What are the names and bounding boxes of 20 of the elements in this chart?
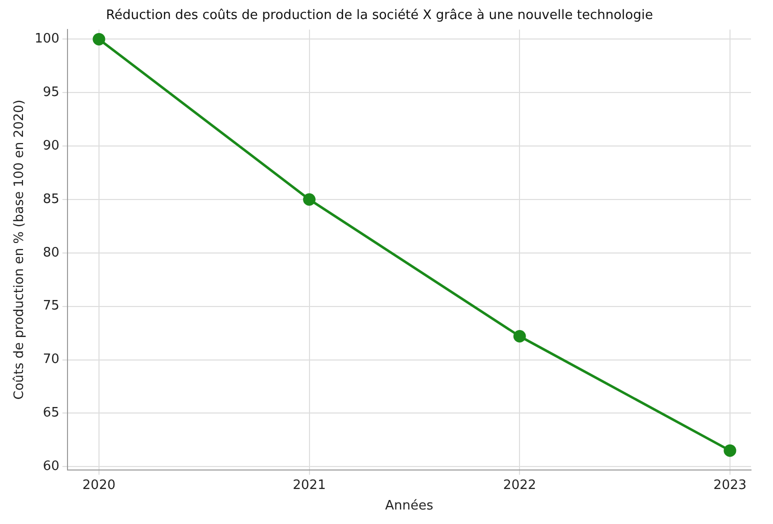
point xyxy=(724,444,736,457)
y-tick-label: 75 xyxy=(42,298,60,314)
x-axis-title: Années xyxy=(385,498,434,514)
y-tick-label: 90 xyxy=(42,138,60,154)
chart-title: Réduction des coûts de production de la société X grâce à une nouvelle technologie xyxy=(106,8,653,24)
x-tick-label: 2023 xyxy=(713,478,747,493)
x-tick-label: 2021 xyxy=(292,478,326,493)
point xyxy=(513,330,526,342)
point xyxy=(303,193,316,206)
y-tick-label: 85 xyxy=(42,192,60,207)
x-tick-label: 2022 xyxy=(503,478,536,493)
y-axis-title: Coûts de production en % (base 100 en 2020) xyxy=(12,100,28,400)
x-tick-label: 2020 xyxy=(82,478,116,493)
y-tick-label: 80 xyxy=(42,245,60,260)
y-tick-label: 65 xyxy=(42,406,60,421)
y-tick-label: 95 xyxy=(42,85,60,100)
y-tick-label: 60 xyxy=(42,458,60,474)
y-tick-label: 70 xyxy=(42,352,60,368)
y-tick-label: 100 xyxy=(34,32,60,47)
point xyxy=(92,32,106,46)
